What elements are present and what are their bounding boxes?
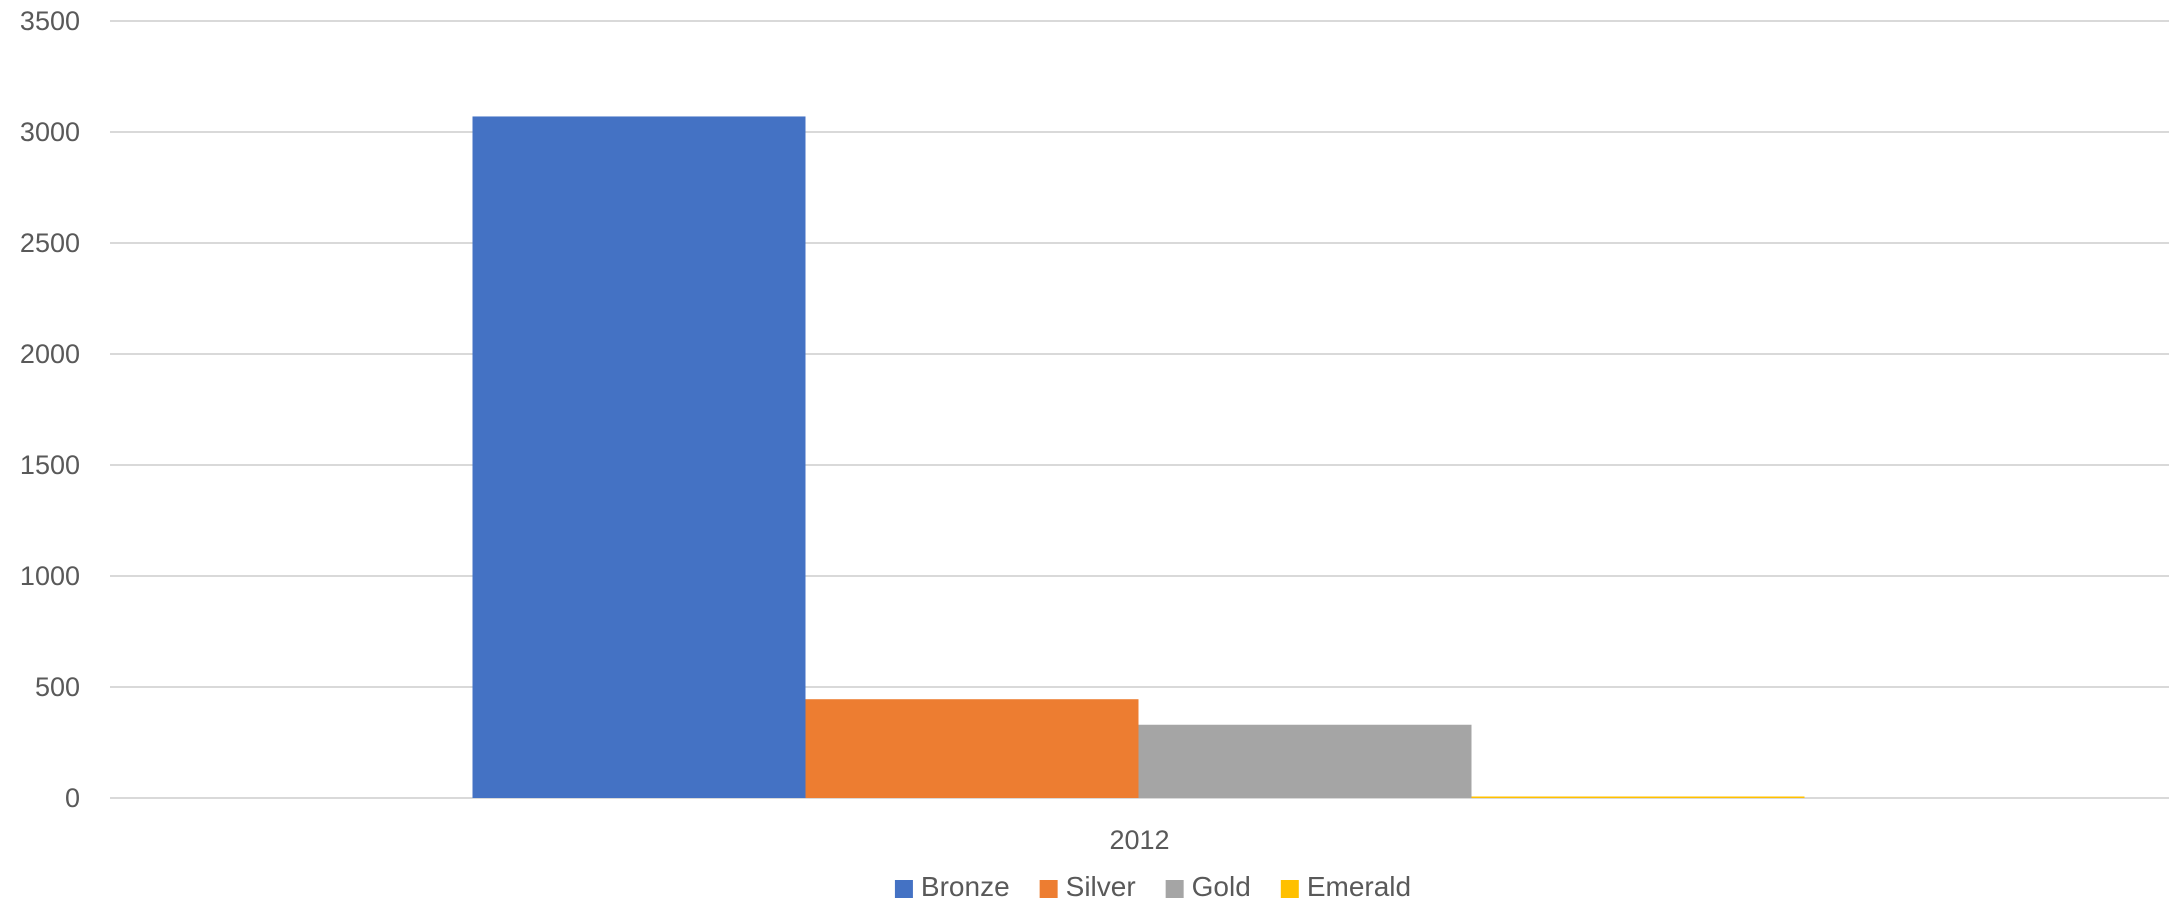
y-tick-label: 3000 bbox=[20, 117, 80, 147]
legend-item-bronze: Bronze bbox=[894, 871, 1010, 902]
bar-emerald bbox=[1471, 796, 1805, 798]
legend-label: Emerald bbox=[1307, 871, 1411, 902]
legend: Bronze Silver Gold Emerald bbox=[894, 871, 1411, 902]
y-tick-label: 1500 bbox=[20, 450, 80, 480]
y-tick-label: 3500 bbox=[20, 6, 80, 36]
y-tick-label: 0 bbox=[65, 783, 80, 813]
legend-swatch bbox=[1165, 880, 1184, 898]
y-tick-label: 1000 bbox=[20, 561, 80, 591]
legend-swatch bbox=[1280, 880, 1299, 898]
legend-item-emerald: Emerald bbox=[1280, 871, 1411, 902]
legend-label: Gold bbox=[1192, 871, 1251, 902]
gridlines bbox=[110, 20, 2169, 799]
legend-label: Bronze bbox=[921, 871, 1010, 902]
y-axis-tick-labels: 0 500 1000 1500 2000 2500 3000 3500 bbox=[20, 6, 80, 813]
bars bbox=[472, 116, 1805, 798]
legend-swatch bbox=[1039, 880, 1058, 898]
x-axis-tick-labels: 2012 bbox=[1109, 825, 1169, 855]
legend-item-silver: Silver bbox=[1039, 871, 1136, 902]
legend-swatch bbox=[894, 880, 913, 898]
x-tick-label: 2012 bbox=[1109, 825, 1169, 855]
bar-bronze bbox=[472, 116, 806, 798]
y-tick-label: 2000 bbox=[20, 339, 80, 369]
y-tick-label: 2500 bbox=[20, 228, 80, 258]
legend-label: Silver bbox=[1066, 871, 1136, 902]
bar-gold bbox=[1138, 724, 1472, 798]
y-tick-label: 500 bbox=[35, 672, 80, 702]
bar-silver bbox=[805, 699, 1139, 798]
legend-item-gold: Gold bbox=[1165, 871, 1251, 902]
